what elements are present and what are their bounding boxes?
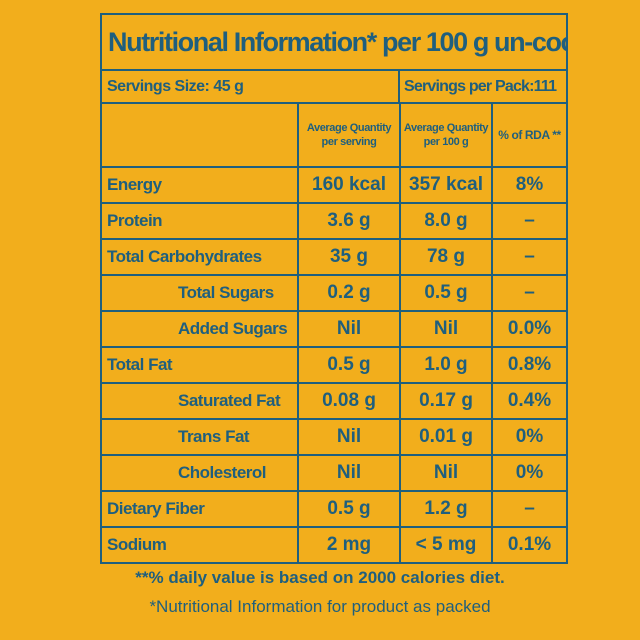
header-per-serving: Average Quantity per serving — [297, 104, 401, 168]
per-serving-value: 0.5 g — [297, 346, 401, 384]
servings-size: Servings Size: 45 g — [102, 71, 400, 102]
header-per-100g: Average Quantity per 100 g — [399, 104, 493, 168]
rda-value: – — [491, 238, 566, 276]
per-100g-value: Nil — [399, 310, 493, 348]
header-per-100g-line2: per 100 g — [423, 136, 469, 148]
nutrient-row-cholesterol: Cholesterol Nil Nil 0% — [102, 454, 566, 492]
header-rda: % of RDA ** — [491, 104, 566, 168]
footnote-rda: **% daily value is based on 2000 calorie… — [135, 568, 505, 587]
nutrient-row-total-fat: Total Fat 0.5 g 1.0 g 0.8% — [102, 346, 566, 384]
per-serving-value: 3.6 g — [297, 202, 401, 240]
nutrient-row-sodium: Sodium 2 mg < 5 mg 0.1% — [102, 526, 566, 562]
rda-value: 0% — [491, 418, 566, 456]
per-100g-value: 0.17 g — [399, 382, 493, 420]
per-100g-value: 0.01 g — [399, 418, 493, 456]
nutrient-name: Total Sugars — [102, 274, 299, 312]
nutrient-row-energy: Energy 160 kcal 357 kcal 8% — [102, 166, 566, 204]
nutrient-row-total-sugars: Total Sugars 0.2 g 0.5 g – — [102, 274, 566, 312]
per-serving-value: Nil — [297, 418, 401, 456]
nutrient-name: Protein — [102, 202, 299, 240]
nutrition-panel: Nutritional Information* per 100 g un-co… — [100, 13, 568, 564]
per-100g-value: 78 g — [399, 238, 493, 276]
nutrient-name: Dietary Fiber — [102, 490, 299, 528]
rda-value: 8% — [491, 166, 566, 204]
nutrient-name: Saturated Fat — [102, 382, 299, 420]
nutrient-name: Added Sugars — [102, 310, 299, 348]
header-per-100g-line1: Average Quantity — [403, 122, 489, 134]
nutrient-name: Trans Fat — [102, 418, 299, 456]
nutrient-row-added-sugars: Added Sugars Nil Nil 0.0% — [102, 310, 566, 348]
nutrient-row-saturated-fat: Saturated Fat 0.08 g 0.17 g 0.4% — [102, 382, 566, 420]
per-serving-value: 2 mg — [297, 526, 401, 562]
per-serving-value: 0.08 g — [297, 382, 401, 420]
footnote-info: *Nutritional Information for product as … — [149, 597, 491, 616]
rda-value: 0% — [491, 454, 566, 492]
per-serving-value: Nil — [297, 310, 401, 348]
nutrient-row-trans-fat: Trans Fat Nil 0.01 g 0% — [102, 418, 566, 456]
nutrient-name: Cholesterol — [102, 454, 299, 492]
rda-value: – — [491, 202, 566, 240]
per-serving-value: 0.5 g — [297, 490, 401, 528]
rda-value: – — [491, 490, 566, 528]
header-blank — [102, 104, 299, 168]
per-serving-value: Nil — [297, 454, 401, 492]
rda-value: 0.8% — [491, 346, 566, 384]
nutrient-row-total-carbohydrates: Total Carbohydrates 35 g 78 g – — [102, 238, 566, 276]
header-row: Average Quantity per serving Average Qua… — [102, 104, 566, 168]
per-serving-value: 0.2 g — [297, 274, 401, 312]
rda-value: 0.4% — [491, 382, 566, 420]
per-100g-value: 0.5 g — [399, 274, 493, 312]
nutrient-name: Total Carbohydrates — [102, 238, 299, 276]
per-100g-value: 8.0 g — [399, 202, 493, 240]
nutrient-name: Energy — [102, 166, 299, 204]
header-per-serving-line1: Average Quantity — [306, 122, 392, 134]
per-100g-value: < 5 mg — [399, 526, 493, 562]
panel-title: Nutritional Information* per 100 g un-co… — [102, 15, 566, 71]
per-serving-value: 160 kcal — [297, 166, 401, 204]
per-100g-value: 1.0 g — [399, 346, 493, 384]
per-100g-value: 357 kcal — [399, 166, 493, 204]
rda-value: 0.0% — [491, 310, 566, 348]
nutrient-name: Sodium — [102, 526, 299, 562]
servings-row: Servings Size: 45 g Servings per Pack:11… — [102, 71, 566, 104]
per-100g-value: Nil — [399, 454, 493, 492]
rda-value: – — [491, 274, 566, 312]
per-serving-value: 35 g — [297, 238, 401, 276]
nutrient-row-dietary-fiber: Dietary Fiber 0.5 g 1.2 g – — [102, 490, 566, 528]
per-100g-value: 1.2 g — [399, 490, 493, 528]
nutrient-name: Total Fat — [102, 346, 299, 384]
header-per-serving-line2: per serving — [321, 136, 377, 148]
rda-value: 0.1% — [491, 526, 566, 562]
nutrition-table: Average Quantity per serving Average Qua… — [102, 104, 566, 562]
servings-per-pack: Servings per Pack:111 — [404, 77, 557, 95]
nutrient-row-protein: Protein 3.6 g 8.0 g – — [102, 202, 566, 240]
